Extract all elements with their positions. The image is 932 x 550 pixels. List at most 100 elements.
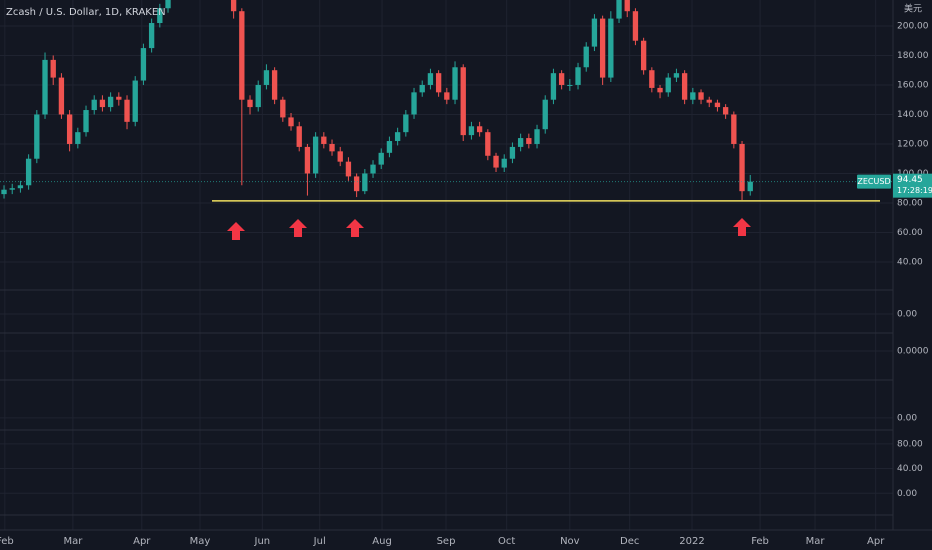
candle-body xyxy=(329,143,335,152)
x-tick-label: Jul xyxy=(313,536,326,547)
candle-body xyxy=(230,0,237,12)
candle-body xyxy=(722,107,729,115)
candle-body xyxy=(624,0,630,12)
candle-body xyxy=(665,77,671,93)
candle-body xyxy=(370,164,376,174)
candle-body xyxy=(542,99,548,130)
candle-body xyxy=(731,114,737,144)
x-tick-label: Jun xyxy=(254,536,271,547)
x-tick-label: Apr xyxy=(867,536,885,547)
candle-body xyxy=(75,132,81,144)
x-tick-label: Feb xyxy=(0,536,14,547)
pane-tick-label: 80.00 xyxy=(897,439,923,449)
candle-body xyxy=(247,99,253,108)
candle-body xyxy=(157,8,163,24)
candle-body xyxy=(1,189,7,195)
candle-body xyxy=(509,146,516,159)
candle-body xyxy=(9,188,15,190)
candle-body xyxy=(50,59,56,78)
candle-body xyxy=(42,59,48,115)
candle-body xyxy=(17,185,24,189)
candle-body xyxy=(517,138,524,147)
candle-body xyxy=(427,73,434,85)
arrow xyxy=(346,219,364,237)
x-tick-label: Mar xyxy=(806,536,826,547)
candle-body xyxy=(419,84,425,93)
price-box xyxy=(893,173,932,198)
candle-body xyxy=(280,99,286,118)
candle-body xyxy=(460,67,466,136)
candle-body xyxy=(690,92,696,100)
arrow xyxy=(733,218,751,236)
currency-label: 美元 xyxy=(904,3,922,15)
x-tick-label: Apr xyxy=(133,536,151,547)
candle-body xyxy=(263,70,270,85)
y-tick-label: 200.00 xyxy=(897,21,929,31)
countdown-label: 17:28:19 xyxy=(897,186,932,195)
grid xyxy=(0,0,893,530)
candle-body xyxy=(673,73,680,78)
candle-body xyxy=(296,126,302,147)
candle-body xyxy=(567,84,573,86)
candle-body xyxy=(271,70,278,100)
pane-tick-label: 0.00 xyxy=(897,489,917,499)
candle-body xyxy=(353,176,360,192)
candle-body xyxy=(304,146,311,174)
y-tick-label: 80.00 xyxy=(897,198,923,208)
candle-body xyxy=(698,92,704,100)
candle-body xyxy=(444,92,450,100)
y-tick-label: 120.00 xyxy=(897,139,929,149)
pane-tick-label: 0.00 xyxy=(897,310,917,320)
candle-body xyxy=(534,129,540,144)
x-tick-label: Sep xyxy=(437,536,456,547)
chart-title: Zcash / U.S. Dollar, 1D, KRAKEN xyxy=(6,7,166,18)
candle-body xyxy=(321,136,327,144)
candle-body xyxy=(599,18,606,78)
candle-body xyxy=(132,80,138,122)
y-tick-label: 160.00 xyxy=(897,80,929,90)
candle-body xyxy=(591,18,598,47)
candle-body xyxy=(312,136,319,174)
x-tick-label: Feb xyxy=(751,536,769,547)
x-tick-label: Aug xyxy=(372,536,392,547)
arrows xyxy=(227,218,751,240)
candle-body xyxy=(714,102,721,108)
candle-body xyxy=(255,84,261,108)
candle-body xyxy=(452,67,458,100)
candle-body xyxy=(435,73,442,93)
x-tick-label: Dec xyxy=(620,536,639,547)
candle-body xyxy=(116,96,122,100)
candle-body xyxy=(140,48,147,81)
candle-body xyxy=(411,92,417,115)
candle-body xyxy=(239,11,245,100)
candle-body xyxy=(550,73,557,100)
x-tick-label: 2022 xyxy=(679,536,704,547)
x-tick-label: Oct xyxy=(498,536,515,547)
candle-body xyxy=(288,117,294,127)
candle-body xyxy=(148,23,155,49)
x-tick-label: May xyxy=(190,536,211,547)
candle-body xyxy=(583,46,589,68)
arrow xyxy=(289,219,307,237)
candle-body xyxy=(83,110,89,133)
candle-body xyxy=(476,126,483,133)
candle-body xyxy=(575,67,581,85)
candle-body xyxy=(345,161,352,177)
candle-body xyxy=(493,155,499,168)
pane-tick-label: 40.00 xyxy=(897,464,923,474)
candle-body xyxy=(616,0,622,19)
candle-body xyxy=(91,99,97,111)
symbol-box xyxy=(857,174,891,189)
candle-body xyxy=(526,138,532,144)
x-tick-label: Mar xyxy=(63,536,83,547)
candle-body xyxy=(608,18,614,78)
candle-body xyxy=(58,77,65,115)
candle-body xyxy=(107,96,114,108)
candle-body xyxy=(485,132,491,156)
x-tick-label: Nov xyxy=(560,536,580,547)
candle-body xyxy=(640,40,647,71)
candle-body xyxy=(165,0,171,9)
candle-body xyxy=(25,158,32,186)
